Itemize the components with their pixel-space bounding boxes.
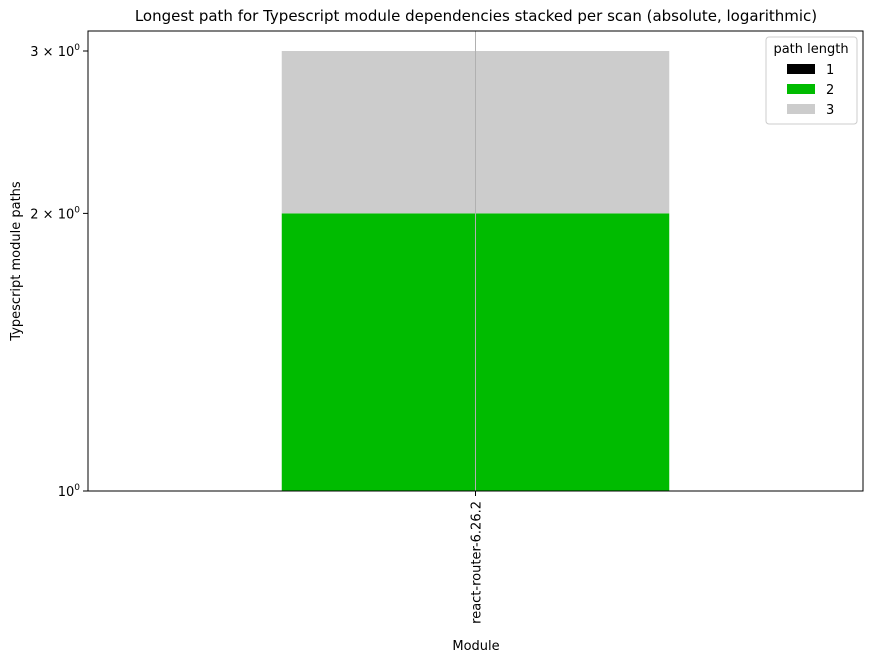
x-tick-label: react-router-6.26.2 <box>470 501 485 624</box>
x-axis: react-router-6.26.2 <box>470 491 485 624</box>
legend-label-3: 3 <box>826 103 834 118</box>
legend-label-2: 2 <box>826 83 834 98</box>
legend-swatch-3 <box>787 104 815 114</box>
y-tick-label: 2 × 100 <box>30 205 80 222</box>
legend-label-1: 1 <box>826 63 834 78</box>
legend-swatch-1 <box>787 64 815 74</box>
legend-swatch-2 <box>787 84 815 94</box>
x-axis-label: Module <box>452 639 499 654</box>
legend-title: path length <box>773 42 848 57</box>
chart-title: Longest path for Typescript module depen… <box>135 7 817 25</box>
y-axis: 100 2 × 100 3 × 100 <box>30 43 88 500</box>
legend-frame <box>765 36 858 125</box>
y-axis-label: Typescript module paths <box>9 181 24 342</box>
y-tick-label: 100 <box>58 483 81 500</box>
legend: path length 1 2 3 <box>765 36 858 125</box>
y-tick-label: 3 × 100 <box>30 43 80 60</box>
